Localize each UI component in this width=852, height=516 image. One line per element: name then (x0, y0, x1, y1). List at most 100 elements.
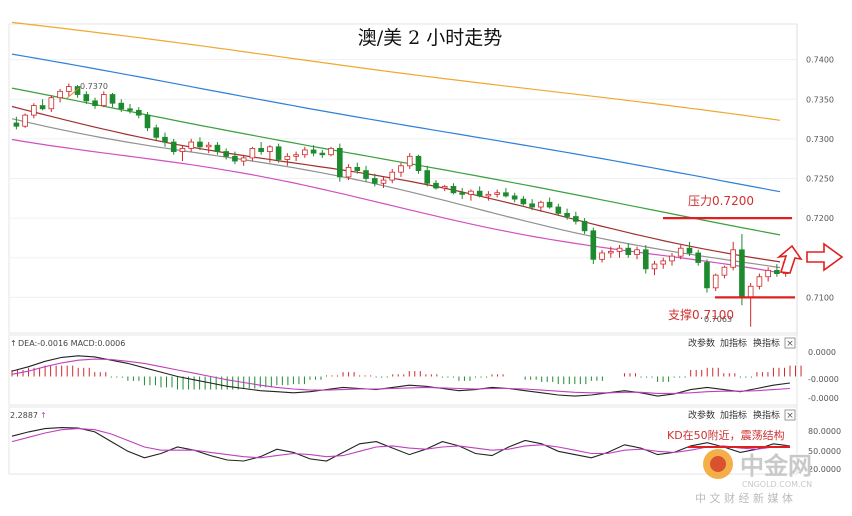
kd-k-line (11, 427, 791, 462)
support-label: 支撑0.7100 (668, 307, 734, 322)
macd-panel-frame (8, 334, 798, 406)
candle (267, 146, 273, 152)
candle (144, 114, 151, 129)
candle (555, 206, 562, 214)
price-tick: 0.7350 (806, 95, 834, 104)
candle (441, 186, 448, 189)
candle (39, 105, 46, 110)
candle (109, 94, 116, 104)
candle (704, 262, 710, 289)
macd-add-indicator-button[interactable]: 加指标 (720, 337, 747, 349)
kd-close-icon: × (786, 411, 794, 421)
macd-tick: -0.0000 (808, 394, 839, 403)
candle (118, 102, 125, 110)
low-price-label: 0.7063 (704, 315, 732, 324)
candle (328, 147, 334, 156)
candle (625, 247, 632, 255)
candle (127, 108, 133, 111)
macd-dea-line (11, 358, 791, 394)
candle (371, 178, 378, 184)
candle (406, 155, 413, 167)
candle (730, 249, 736, 268)
macd-tick: 0.0000 (808, 348, 836, 357)
candle (22, 114, 28, 127)
watermark-brand: 中金网 (740, 452, 812, 480)
candle (188, 141, 195, 149)
moving-average-line (11, 53, 781, 193)
candle (232, 155, 238, 162)
candle (240, 157, 247, 162)
macd-tick: -0.0000 (808, 375, 839, 384)
candle (564, 212, 570, 217)
candle (100, 94, 107, 107)
candle (223, 151, 229, 157)
high-price-pointer (65, 87, 80, 100)
candle (258, 147, 264, 152)
candle (162, 136, 168, 143)
candle (669, 255, 675, 262)
candle (520, 198, 527, 205)
macd-edit-params-button[interactable]: 改参数 (688, 337, 715, 349)
candle (485, 193, 492, 197)
watermark-url: CNGOLD.COM.CN (742, 480, 812, 489)
kd-header-arrow-icon: ↑ (40, 411, 47, 420)
resistance-label: 压力0.7200 (688, 194, 754, 208)
candle (712, 274, 719, 289)
macd-change-indicator-button[interactable]: 换指标 (753, 337, 780, 349)
candle (275, 146, 282, 160)
candle (581, 220, 588, 232)
kd-d-line (11, 428, 791, 459)
candle (765, 270, 771, 278)
candle (31, 105, 37, 116)
chart-title: 澳/美 2 小时走势 (358, 27, 503, 49)
moving-average-line (11, 118, 781, 269)
candle (363, 170, 369, 179)
kd-series (11, 427, 791, 462)
candle (756, 276, 763, 287)
candle (380, 179, 387, 184)
kd-add-indicator-button[interactable]: 加指标 (720, 409, 747, 421)
candle (634, 249, 640, 255)
candle (739, 249, 745, 298)
watermark: 中金网 CNGOLD.COM.CN 中 文 财 经 新 媒 体 (695, 449, 812, 505)
candle (607, 250, 614, 254)
kd-close-button[interactable] (784, 409, 796, 421)
moving-average-line (11, 138, 781, 274)
candle (546, 201, 553, 208)
candle (774, 270, 780, 274)
kd-change-indicator-button[interactable]: 换指标 (753, 409, 780, 421)
candle (494, 192, 500, 195)
candle (660, 260, 667, 265)
candle (293, 154, 299, 157)
macd-controls: 改参数 加指标 换指标 × (688, 337, 796, 349)
macd-close-button[interactable] (784, 337, 796, 349)
candle (135, 109, 142, 116)
moving-average-line (11, 21, 781, 121)
macd-dif-line (11, 355, 791, 397)
candle (398, 165, 404, 173)
candle (170, 141, 177, 152)
candle (590, 230, 597, 260)
candle (57, 90, 63, 99)
candle (13, 122, 20, 127)
candle (503, 192, 509, 197)
candle (599, 252, 605, 260)
candle (642, 249, 649, 270)
support-resistance-lines (663, 217, 795, 299)
candle (153, 127, 160, 138)
candle (616, 247, 623, 252)
macd-header-arrow-icon: ↑ (10, 339, 17, 348)
candle (511, 195, 518, 200)
kd-header: 2.2887 (10, 411, 38, 420)
candle (354, 167, 361, 171)
candle (389, 171, 396, 181)
kd-edit-params-button[interactable]: 改参数 (688, 409, 715, 421)
watermark-tagline: 中 文 财 经 新 媒 体 (695, 491, 793, 505)
watermark-logo-inner (710, 456, 726, 472)
candle (573, 216, 579, 222)
candle (66, 86, 72, 92)
candle (459, 192, 465, 195)
moving-average-lines (11, 21, 781, 274)
candle (337, 147, 343, 178)
candle (48, 97, 55, 110)
